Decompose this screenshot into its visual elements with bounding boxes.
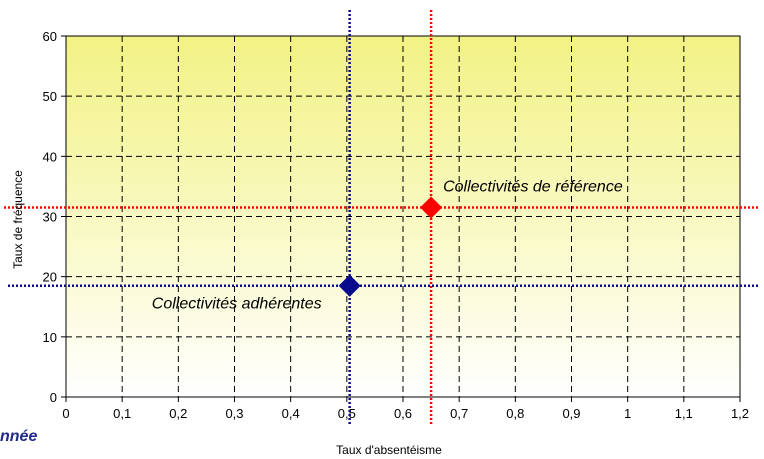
- x-tick-label: 0,4: [282, 406, 300, 421]
- x-tick-label: 0,9: [562, 406, 580, 421]
- x-tick-label: 0,6: [394, 406, 412, 421]
- x-tick-label: 0,7: [450, 406, 468, 421]
- x-tick-label: 1: [624, 406, 631, 421]
- x-tick-label: 0: [62, 406, 69, 421]
- y-tick-label: 30: [43, 210, 57, 225]
- reference-data-point: [420, 196, 443, 219]
- x-tick-label: 0,1: [113, 406, 131, 421]
- member-point-label: Collectivités adhérentes: [152, 296, 322, 313]
- x-tick-label: 0,2: [169, 406, 187, 421]
- x-tick-label: 1,2: [731, 406, 749, 421]
- y-tick-label: 20: [43, 270, 57, 285]
- member-data-point: [338, 274, 361, 297]
- x-axis-title: Taux d'absentéisme: [336, 443, 442, 457]
- y-tick-label: 40: [43, 149, 57, 164]
- x-tick-label: 0,3: [225, 406, 243, 421]
- x-tick-label: 1,1: [675, 406, 693, 421]
- y-tick-label: 10: [43, 330, 57, 345]
- y-tick-label: 50: [43, 89, 57, 104]
- x-tick-label: 0,5: [338, 406, 356, 421]
- y-tick-label: 0: [50, 390, 57, 405]
- cut-off-caption: nnée: [0, 428, 38, 445]
- reference-point-label: Collectivités de référence: [443, 178, 623, 195]
- y-axis-title: Taux de fréquence: [11, 170, 25, 269]
- x-tick-label: 0,8: [506, 406, 524, 421]
- y-tick-label: 60: [43, 29, 57, 44]
